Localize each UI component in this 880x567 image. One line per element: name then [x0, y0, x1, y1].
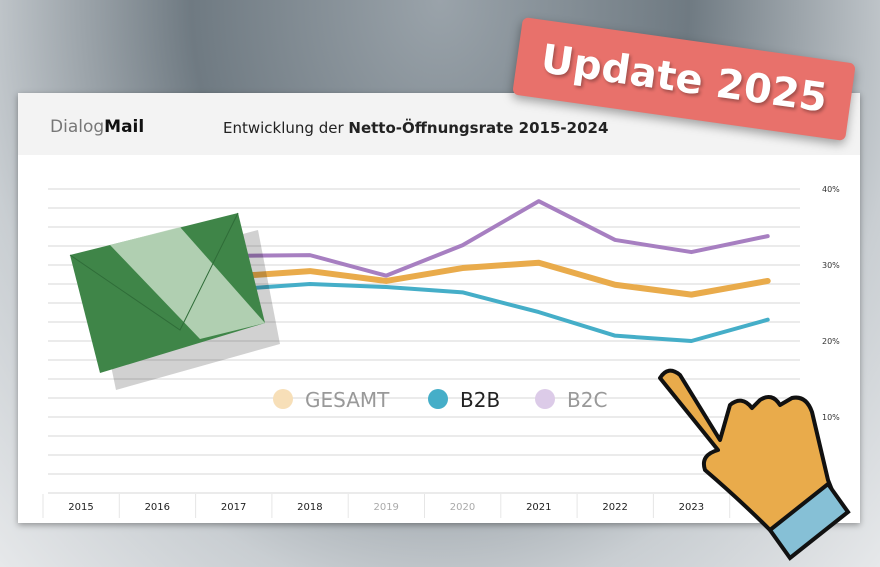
legend-swatch-gesamt[interactable]: [273, 389, 293, 409]
legend-swatch-b2b[interactable]: [428, 389, 448, 409]
y-tick-label: 20%: [822, 337, 840, 346]
x-tick-label: 2022: [602, 502, 627, 513]
chart-title: Entwicklung der Netto-Öffnungsrate 2015-…: [223, 119, 608, 137]
series-line-b2c: [231, 199, 770, 278]
x-tick-label: 2016: [145, 502, 170, 513]
legend-label-b2c[interactable]: B2C: [567, 388, 607, 412]
x-tick-label: 2024: [755, 502, 780, 513]
x-tick-label: 2018: [297, 502, 322, 513]
x-tick-label: 2020: [450, 502, 475, 513]
legend-swatch-b2c[interactable]: [535, 389, 555, 409]
series-line-gesamt: [230, 259, 771, 298]
legend-label-b2b[interactable]: B2B: [460, 388, 500, 412]
x-tick-label: 2023: [679, 502, 704, 513]
x-tick-label: 2019: [373, 502, 398, 513]
x-tick-label: 2015: [68, 502, 93, 513]
x-tick-label: 2017: [221, 502, 246, 513]
title-prefix: Entwicklung der: [223, 119, 349, 137]
dialogmail-logo: DialogMail: [50, 117, 144, 137]
series-line-b2b: [231, 282, 770, 343]
y-tick-label: 10%: [822, 413, 840, 422]
y-tick-label: 40%: [822, 185, 840, 194]
logo-bold: Mail: [104, 117, 145, 137]
x-tick-label: 2021: [526, 502, 551, 513]
y-tick-label: 0%: [822, 489, 835, 498]
y-tick-label: 30%: [822, 261, 840, 270]
title-bold: Netto-Öffnungsrate 2015-2024: [348, 119, 609, 137]
legend-label-gesamt[interactable]: GESAMT: [305, 388, 390, 412]
logo-light: Dialog: [50, 117, 105, 137]
